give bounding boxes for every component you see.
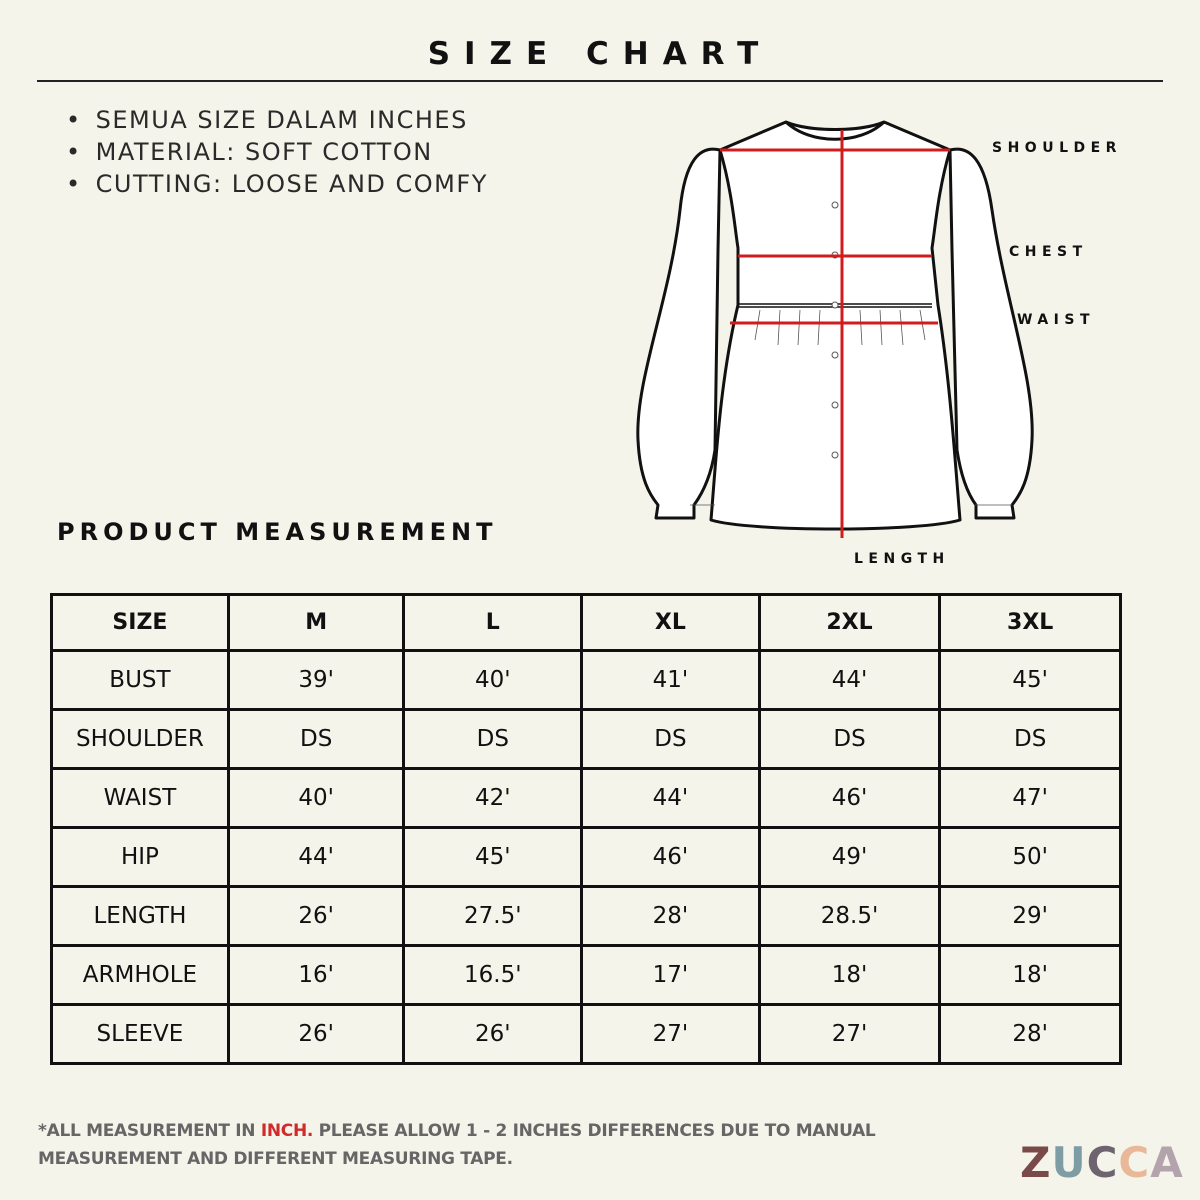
footnote-text: MEASUREMENT AND DIFFERENT MEASURING TAPE… <box>38 1149 513 1169</box>
value-cell: 16' <box>226 944 406 1006</box>
table-header-row: SIZE M L XL 2XL 3XL <box>50 593 1122 652</box>
logo-letter: U <box>1051 1138 1087 1187</box>
value-cell: 29' <box>938 885 1122 947</box>
header-cell: 3XL <box>938 593 1122 652</box>
value-cell: DS <box>938 708 1122 770</box>
footnote-text: *ALL MEASUREMENT IN <box>38 1121 261 1141</box>
value-cell: 50' <box>938 826 1122 888</box>
value-cell: 44' <box>580 767 761 829</box>
table-row: SHOULDER DS DS DS DS DS <box>50 708 1122 770</box>
table-row: SLEEVE 26' 26' 27' 27' 28' <box>50 1003 1122 1065</box>
row-label-cell: LENGTH <box>50 885 230 947</box>
row-label-cell: ARMHOLE <box>50 944 230 1006</box>
value-cell: 26' <box>226 885 406 947</box>
value-cell: 46' <box>580 826 761 888</box>
value-cell: 17' <box>580 944 761 1006</box>
footnote-text: PLEASE ALLOW 1 - 2 INCHES DIFFERENCES DU… <box>313 1121 876 1141</box>
value-cell: 27' <box>757 1003 942 1065</box>
value-cell: 27' <box>580 1003 761 1065</box>
logo-letter: C <box>1118 1138 1151 1187</box>
value-cell: DS <box>757 708 942 770</box>
value-cell: 26' <box>226 1003 406 1065</box>
brand-logo: ZUCCA <box>1020 1138 1184 1187</box>
header-cell: 2XL <box>757 593 942 652</box>
footnote: *ALL MEASUREMENT IN INCH. PLEASE ALLOW 1… <box>38 1117 876 1173</box>
row-label-cell: HIP <box>50 826 230 888</box>
table-row: WAIST 40' 42' 44' 46' 47' <box>50 767 1122 829</box>
section-title: PRODUCT MEASUREMENT <box>57 518 498 546</box>
value-cell: 28' <box>580 885 761 947</box>
size-table: SIZE M L XL 2XL 3XL BUST 39' 40' 41' 44' 45' S… <box>50 593 1122 1065</box>
logo-letter: A <box>1150 1138 1184 1187</box>
row-label-cell: SLEEVE <box>50 1003 230 1065</box>
table-row: LENGTH 26' 27.5' 28' 28.5' 29' <box>50 885 1122 947</box>
chest-label: CHEST <box>1009 244 1088 260</box>
value-cell: 44' <box>757 649 942 711</box>
header-cell: XL <box>580 593 761 652</box>
value-cell: DS <box>402 708 584 770</box>
shoulder-label: SHOULDER <box>992 140 1122 156</box>
value-cell: 44' <box>226 826 406 888</box>
value-cell: 49' <box>757 826 942 888</box>
row-label-cell: SHOULDER <box>50 708 230 770</box>
notes-list: SEMUA SIZE DALAM INCHES MATERIAL: SOFT C… <box>66 104 488 200</box>
value-cell: 28.5' <box>757 885 942 947</box>
value-cell: 28' <box>938 1003 1122 1065</box>
table-row: HIP 44' 45' 46' 49' 50' <box>50 826 1122 888</box>
table-row: ARMHOLE 16' 16.5' 17' 18' 18' <box>50 944 1122 1006</box>
note-item: CUTTING: LOOSE AND COMFY <box>66 168 488 200</box>
value-cell: 47' <box>938 767 1122 829</box>
length-label: LENGTH <box>854 551 950 567</box>
value-cell: 40' <box>402 649 584 711</box>
value-cell: 16.5' <box>402 944 584 1006</box>
header-cell: L <box>402 593 584 652</box>
value-cell: 41' <box>580 649 761 711</box>
value-cell: 45' <box>938 649 1122 711</box>
page-title: SIZE CHART <box>427 36 773 72</box>
value-cell: 18' <box>938 944 1122 1006</box>
note-item: SEMUA SIZE DALAM INCHES <box>66 104 488 136</box>
value-cell: 46' <box>757 767 942 829</box>
value-cell: 42' <box>402 767 584 829</box>
measure-lines <box>720 130 950 538</box>
value-cell: 18' <box>757 944 942 1006</box>
value-cell: DS <box>580 708 761 770</box>
value-cell: DS <box>226 708 406 770</box>
logo-letter: C <box>1086 1138 1119 1187</box>
value-cell: 45' <box>402 826 584 888</box>
value-cell: 40' <box>226 767 406 829</box>
value-cell: 26' <box>402 1003 584 1065</box>
logo-letter: Z <box>1020 1138 1052 1187</box>
value-cell: 27.5' <box>402 885 584 947</box>
value-cell: 39' <box>226 649 406 711</box>
footnote-highlight: INCH. <box>260 1121 314 1141</box>
row-label-cell: BUST <box>50 649 230 711</box>
title-divider <box>37 80 1163 82</box>
waist-label: WAIST <box>1017 312 1095 328</box>
header-cell: M <box>226 593 406 652</box>
header-cell: SIZE <box>50 593 230 652</box>
row-label-cell: WAIST <box>50 767 230 829</box>
table-row: BUST 39' 40' 41' 44' 45' <box>50 649 1122 711</box>
note-item: MATERIAL: SOFT COTTON <box>66 136 488 168</box>
shirt-diagram <box>636 120 1034 538</box>
